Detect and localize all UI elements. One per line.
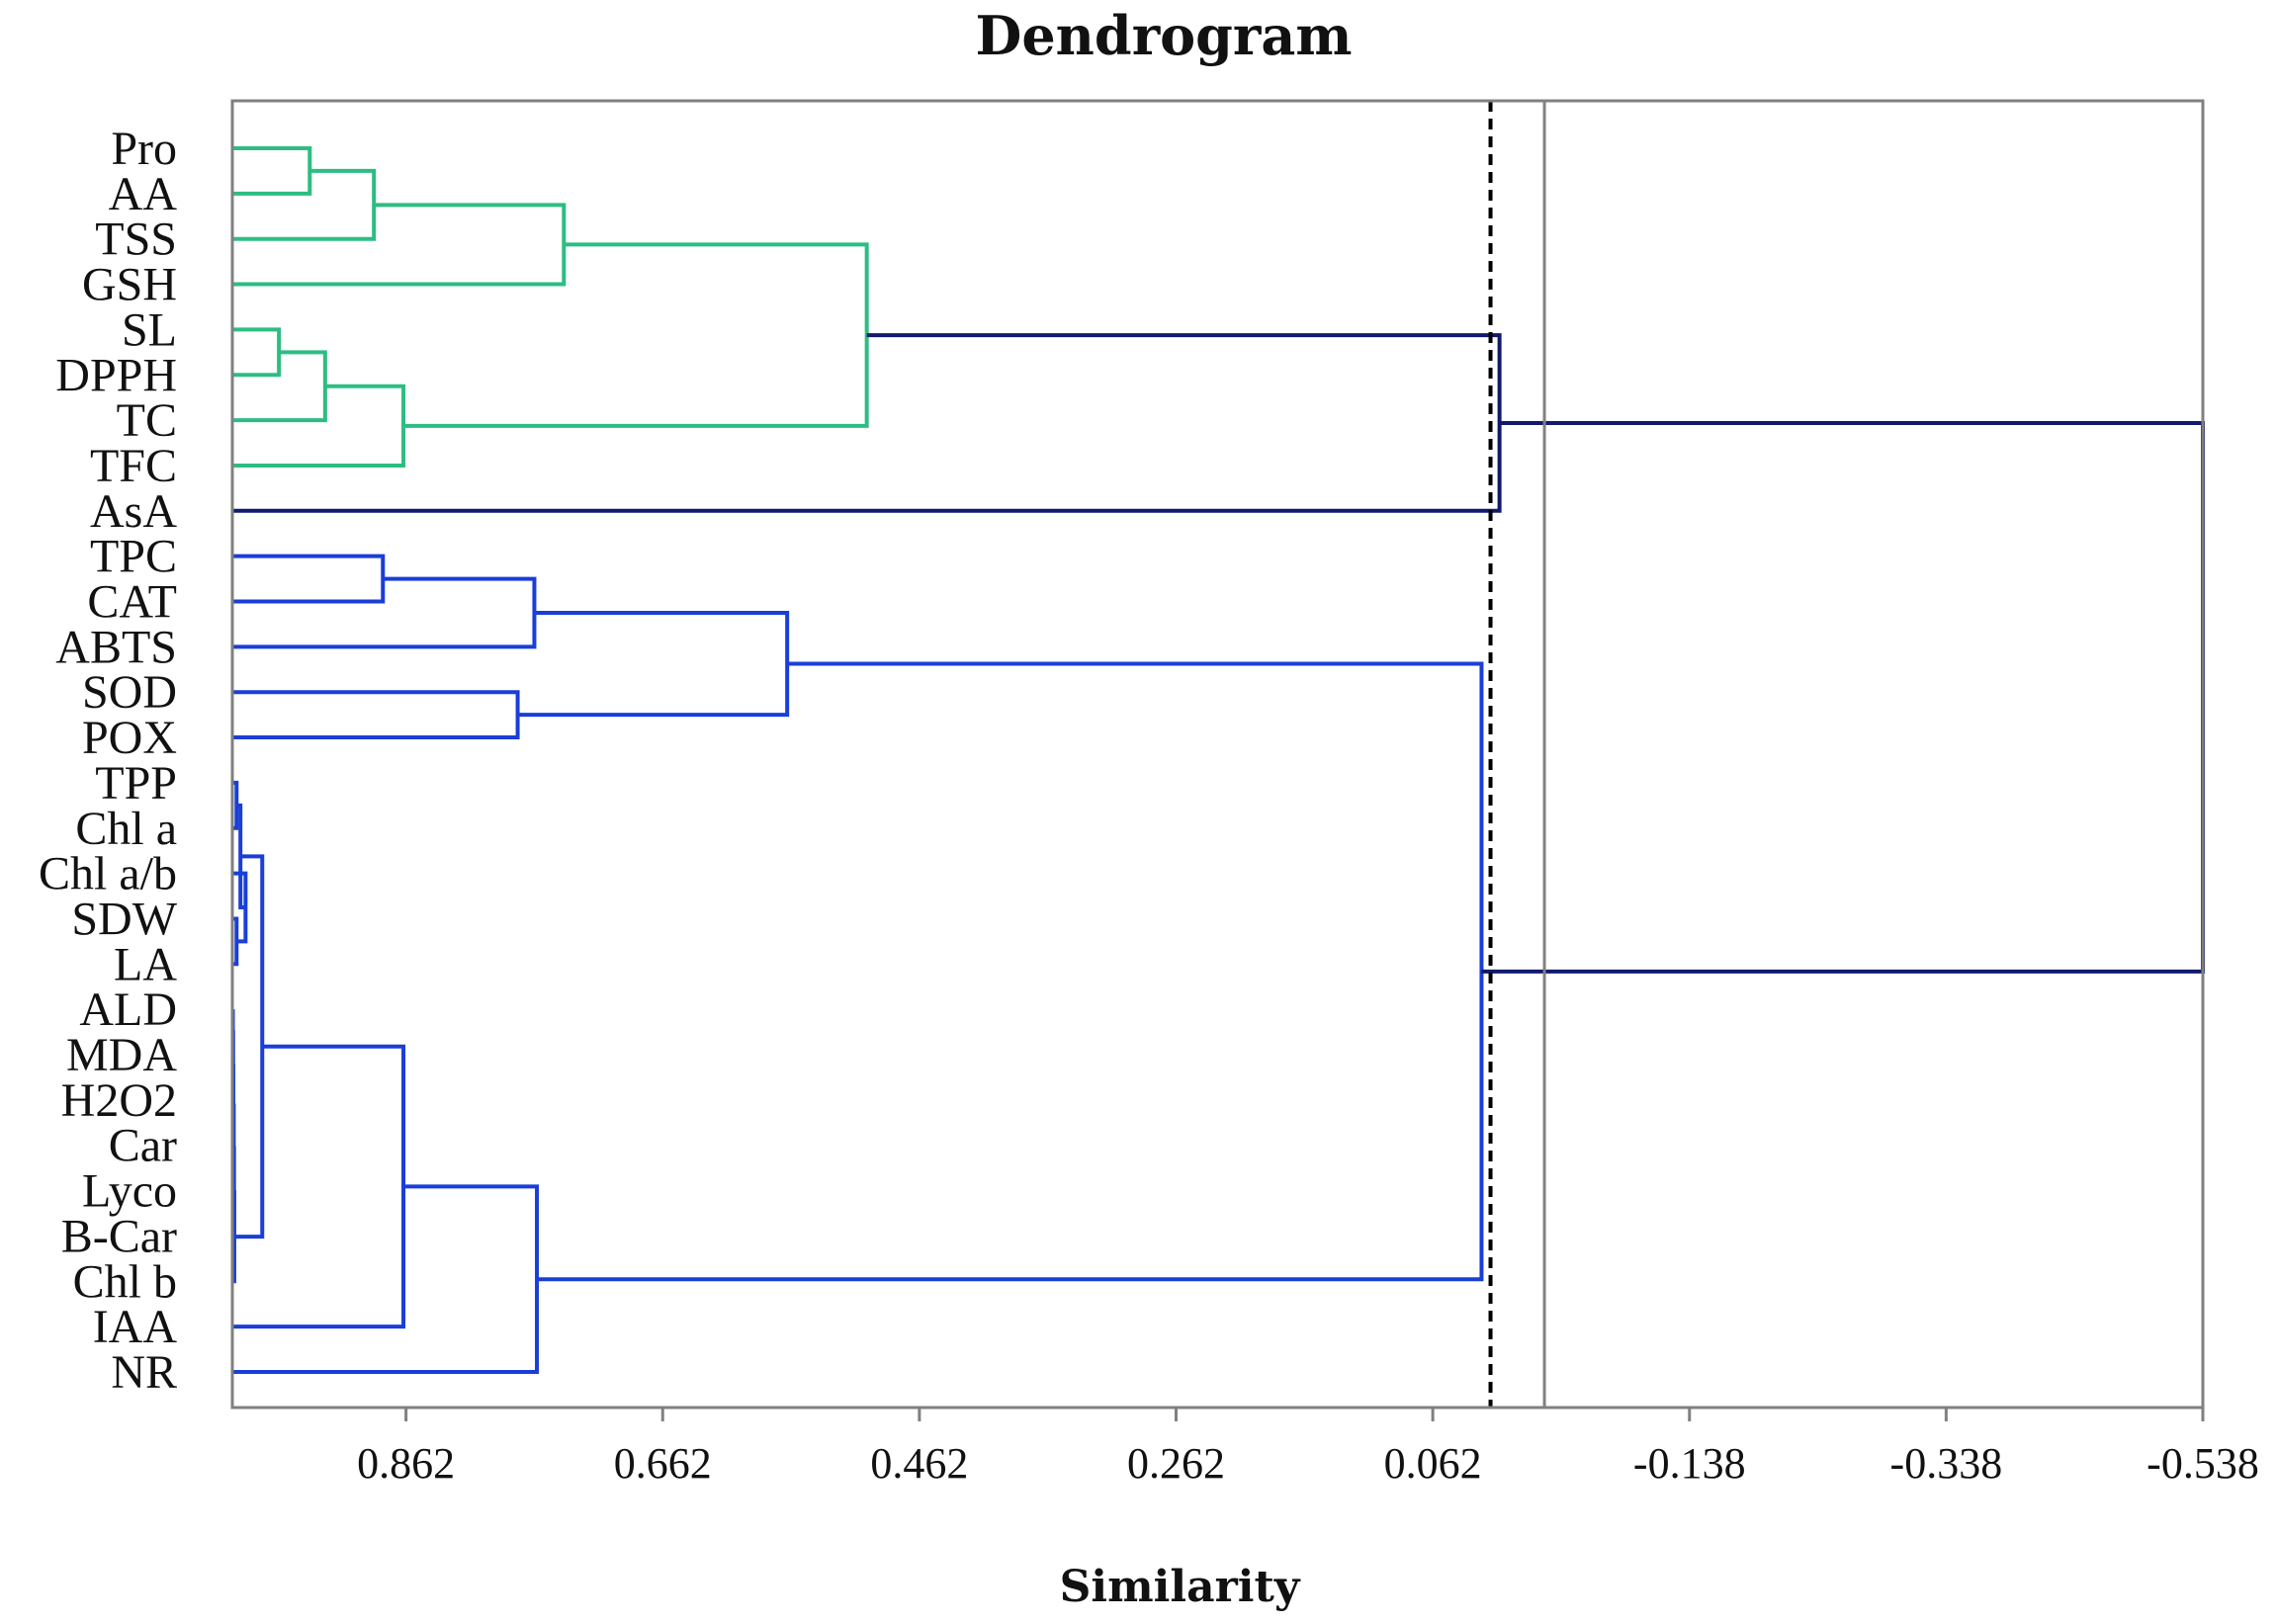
dendrogram-link xyxy=(233,203,567,287)
leaf-label: DPPH xyxy=(55,349,177,401)
leaf-label: CAT xyxy=(87,576,177,629)
dendrogram-link xyxy=(233,854,265,1239)
leaf-label: H2O2 xyxy=(61,1074,177,1127)
leaf-label: Chl a/b xyxy=(39,848,177,900)
leaf-label: TPP xyxy=(95,757,177,810)
x-tick-label: 0.462 xyxy=(870,1439,968,1488)
dendrogram-links xyxy=(230,146,2205,1374)
leaf-label: MDA xyxy=(66,1029,177,1081)
dendrogram-link xyxy=(233,327,282,378)
leaf-label: GSH xyxy=(82,259,177,311)
leaf-label: TPC xyxy=(90,531,177,583)
x-tick-label: -0.138 xyxy=(1633,1439,1746,1488)
dendrogram-link xyxy=(233,384,406,468)
x-tick-label: -0.538 xyxy=(2146,1439,2259,1488)
leaf-label: Chl a xyxy=(75,803,177,855)
plot-frame xyxy=(230,99,2205,1410)
leaf-label: POX xyxy=(82,712,177,764)
chart-title: Dendrogram xyxy=(975,4,1352,67)
dendrogram-link xyxy=(233,576,537,649)
leaf-label: Chl b xyxy=(73,1255,177,1308)
dendrogram-link xyxy=(233,1044,406,1329)
dendrogram-link xyxy=(403,242,869,428)
x-tick-label: 0.262 xyxy=(1127,1439,1225,1488)
leaf-label: B-Car xyxy=(61,1210,177,1262)
leaf-label: TSS xyxy=(95,214,177,266)
leaf-label: AsA xyxy=(90,485,177,538)
x-axis-ticks: 0.862 0.662 0.462 0.262 0.062 -0.138 -0.338 -0.… xyxy=(357,1408,2259,1488)
dendrogram-link xyxy=(1481,420,2205,974)
leaf-label: SL xyxy=(122,303,177,356)
x-tick-label: -0.338 xyxy=(1890,1439,2003,1488)
leaf-label: ABTS xyxy=(55,621,177,673)
guide-lines xyxy=(1488,101,1546,1408)
x-axis-title: Similarity xyxy=(1060,1562,1301,1612)
dendrogram-link xyxy=(517,610,790,718)
dendrogram-link xyxy=(233,1184,540,1374)
dendrogram-link xyxy=(233,168,377,241)
dendrogram-link xyxy=(233,690,520,740)
leaf-label: AA xyxy=(109,168,178,220)
leaf-label: Lyco xyxy=(82,1165,177,1218)
leaf-label: TFC xyxy=(90,440,177,492)
x-tick-label: 0.862 xyxy=(357,1439,455,1488)
x-tick-label: 0.662 xyxy=(614,1439,712,1488)
dendrogram-link xyxy=(233,146,312,196)
leaf-labels: ProAATSSGSHSLDPPHTCTFCAsATPCCATABTSSODPO… xyxy=(39,123,178,1399)
leaf-label: Pro xyxy=(111,123,177,175)
leaf-label: TC xyxy=(117,394,177,447)
leaf-label: IAA xyxy=(93,1301,178,1353)
leaf-label: ALD xyxy=(79,983,177,1036)
leaf-label: LA xyxy=(114,938,177,990)
leaf-label: SDW xyxy=(71,893,177,945)
dendrogram-link xyxy=(233,554,386,604)
dendrogram-link xyxy=(537,661,1484,1282)
x-tick-label: 0.062 xyxy=(1384,1439,1482,1488)
dendrogram-link xyxy=(236,803,246,909)
leaf-label: Car xyxy=(109,1120,177,1172)
leaf-label: NR xyxy=(111,1346,177,1399)
leaf-label: SOD xyxy=(82,666,177,719)
dendrogram-link xyxy=(233,333,1502,513)
